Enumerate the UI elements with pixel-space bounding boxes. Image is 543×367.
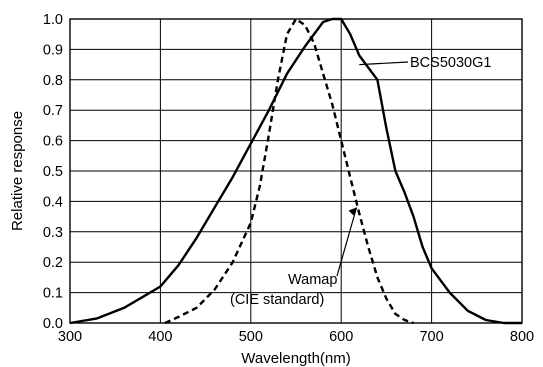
- x-tick-label: 800: [510, 329, 534, 345]
- y-axis-label: Relative response: [9, 111, 26, 231]
- annotations: BCS5030G1 Wamap (CIE standard): [230, 55, 491, 308]
- tick-labels: 300 400 500 600 700 800 0.0 0.1 0.2 0.3 0.4 0.5 0.6 0…: [43, 12, 534, 345]
- plot-frame: [69, 18, 523, 324]
- annotation-leader-wamap: [336, 207, 358, 277]
- annotation-leader-bcs: [359, 61, 409, 66]
- x-tick-label: 300: [58, 329, 82, 345]
- series-line-wamap-cie: [164, 17, 414, 325]
- y-tick-label: 0.6: [43, 134, 63, 150]
- y-tick-label: 0.0: [43, 316, 63, 332]
- y-tick-label: 0.1: [43, 286, 63, 302]
- x-tick-label: 500: [239, 329, 263, 345]
- annotation-bcs5030g1: BCS5030G1: [410, 55, 491, 71]
- y-tick-label: 0.5: [43, 164, 63, 180]
- y-tick-label: 1.0: [43, 12, 63, 28]
- y-tick-label: 0.3: [43, 225, 63, 241]
- y-tick-label: 0.4: [43, 194, 63, 210]
- x-tick-label: 600: [329, 329, 353, 345]
- y-tick-label: 0.8: [43, 73, 63, 89]
- y-tick-label: 0.7: [43, 103, 63, 119]
- x-tick-label: 700: [419, 329, 443, 345]
- annotation-cie-standard: (CIE standard): [230, 292, 324, 308]
- annotation-wamap: Wamap: [288, 272, 337, 288]
- y-tick-label: 0.2: [43, 255, 63, 271]
- grid: [70, 19, 522, 323]
- x-axis-label: Wavelength(nm): [241, 350, 350, 367]
- x-tick-label: 400: [148, 329, 172, 345]
- arrowhead-icon: [348, 207, 357, 216]
- y-tick-label: 0.9: [43, 42, 63, 58]
